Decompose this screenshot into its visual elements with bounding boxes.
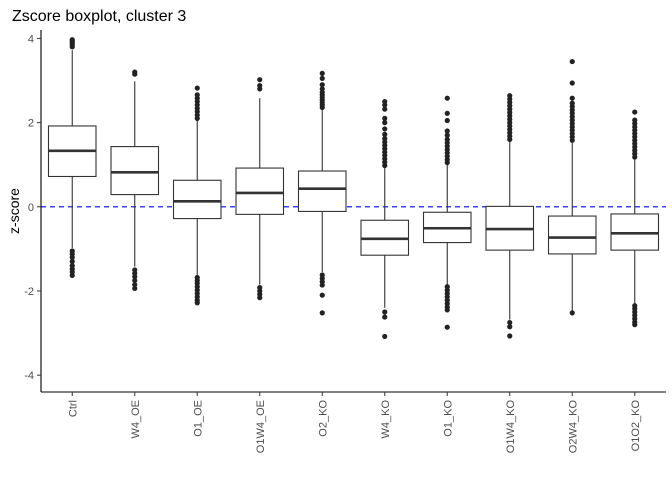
outlier-point (194, 85, 200, 91)
outlier-point (257, 82, 263, 89)
outlier-point (382, 106, 388, 112)
outlier-point (382, 136, 388, 142)
outlier-point (507, 93, 513, 99)
outlier-point (319, 282, 325, 288)
y-tick-label: -2 (24, 286, 34, 298)
outlier-point (382, 126, 388, 132)
y-tick-label: 4 (28, 33, 34, 45)
outlier-point (444, 324, 450, 330)
outlier-point (69, 258, 75, 265)
outlier-point (319, 75, 325, 82)
outlier-point (194, 300, 200, 306)
outlier-point (569, 95, 575, 101)
outlier-point (569, 100, 575, 106)
outlier-point (444, 95, 450, 101)
outlier-point (444, 110, 450, 116)
outlier-point (444, 132, 450, 138)
x-tick-label: O1W4_OE (255, 400, 267, 453)
x-tick-label: W4_OE (130, 400, 142, 439)
outlier-point (319, 70, 325, 76)
plot-area: 4 2 0 -2 -4 Ctrl W4_OE O1_OE O1W4_OE O2_KO W4_KO O1… (24, 30, 666, 453)
outlier-point (257, 77, 263, 83)
outlier-point (257, 295, 263, 301)
x-tick-label: O1_KO (442, 400, 454, 437)
outlier-point (569, 310, 575, 316)
outlier-point (507, 333, 513, 339)
outlier-point (132, 69, 138, 75)
x-tick-label: O1W4_KO (505, 400, 517, 454)
y-tick-label: -4 (24, 370, 34, 382)
outlier-point (319, 86, 325, 92)
y-tick-label: 2 (28, 118, 34, 130)
outlier-point (69, 254, 75, 260)
outlier-point (382, 115, 388, 121)
outlier-point (632, 322, 638, 328)
box-O1_OE (172, 179, 222, 220)
outlier-point (132, 285, 138, 292)
outlier-point (507, 324, 513, 330)
x-tick-label: Ctrl (67, 400, 79, 417)
x-tick-label: W4_KO (380, 400, 392, 439)
box-O2W4_KO (547, 215, 597, 255)
outlier-point (132, 277, 138, 284)
outlier-point (382, 120, 388, 126)
outlier-point (507, 319, 513, 326)
outlier-point (569, 58, 575, 65)
box-W4_OE (110, 146, 160, 196)
outlier-point (319, 82, 325, 88)
x-tick-label: O2W4_KO (567, 400, 579, 454)
outlier-point (444, 117, 450, 124)
outlier-point (632, 117, 638, 123)
y-axis-label: z-score (6, 188, 22, 234)
outlier-point (382, 314, 388, 320)
outlier-point (69, 272, 75, 279)
outlier-point (194, 92, 200, 98)
x-tick-label: O1O2_KO (630, 400, 642, 452)
outlier-point (69, 37, 75, 43)
outlier-point (132, 274, 138, 280)
outlier-point (632, 109, 638, 115)
outlier-point (444, 136, 450, 143)
outlier-point (569, 80, 575, 86)
outlier-point (382, 333, 388, 340)
y-tick-label: 0 (28, 202, 34, 214)
outlier-point (382, 309, 388, 315)
outlier-point (444, 307, 450, 313)
outlier-point (319, 292, 325, 298)
chart-title: Zscore boxplot, cluster 3 (12, 8, 186, 25)
outlier-point (132, 282, 138, 288)
x-tick-label: O1_OE (192, 400, 204, 437)
outlier-point (382, 131, 388, 137)
outlier-point (444, 128, 450, 134)
x-tick-label: O2_KO (317, 400, 329, 437)
box-O2_KO (297, 170, 347, 212)
outlier-point (319, 310, 325, 316)
box-O1W4_OE (235, 167, 285, 215)
outlier-point (382, 98, 388, 105)
